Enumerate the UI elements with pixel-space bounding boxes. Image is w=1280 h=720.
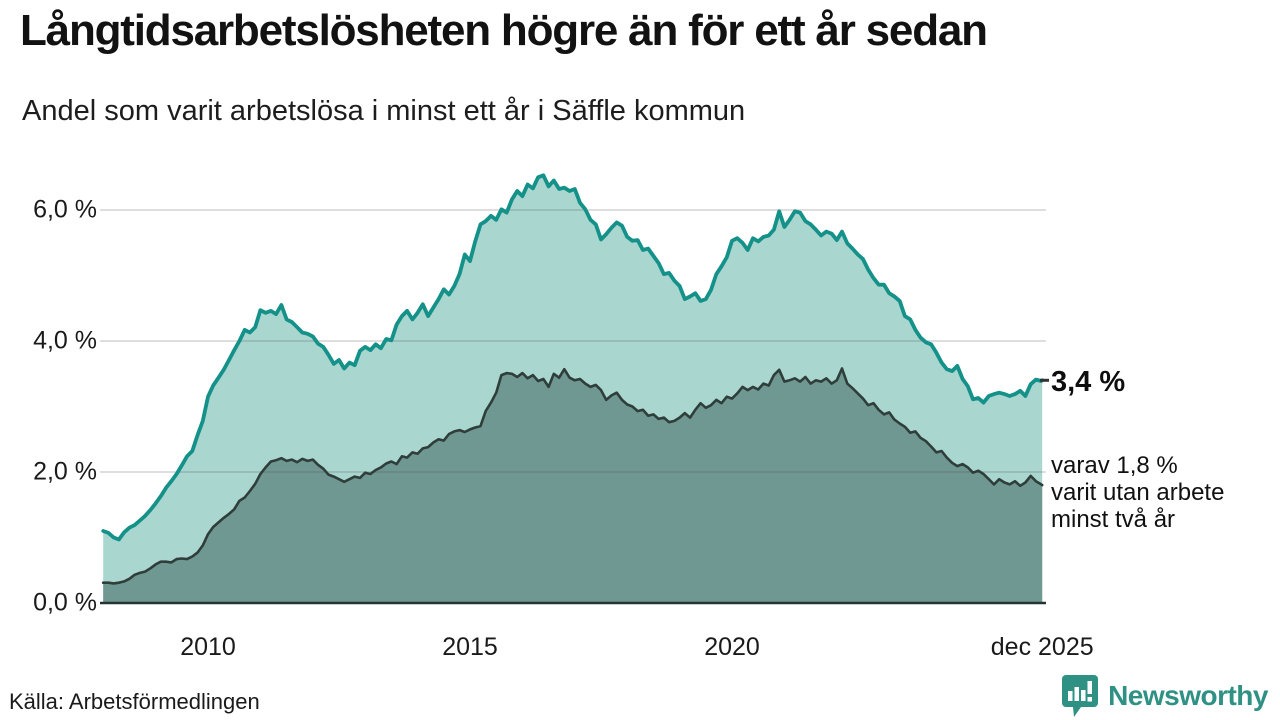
x-axis-label: dec 2025 [990, 633, 1094, 661]
y-axis-label: 4,0 % [33, 326, 97, 355]
end-note-line: varit utan arbete [1051, 479, 1225, 506]
x-axis-label: 2010 [180, 633, 236, 661]
end-note-line: varav 1,8 % [1051, 452, 1178, 479]
source-credit: Källa: Arbetsförmedlingen [9, 689, 260, 714]
newsworthy-logo-text: Newsworthy [1108, 680, 1268, 711]
chart-baseline [100, 378, 1049, 605]
end-value-label: 3,4 % [1051, 366, 1126, 398]
chart-gridlines [100, 209, 1046, 473]
x-axis-label: 2020 [704, 633, 760, 661]
newsworthy-logo: Newsworthy [1061, 674, 1268, 718]
newsworthy-logo-icon [1062, 675, 1099, 717]
chart-area-fills [103, 175, 1043, 604]
y-axis-label: 0,0 % [33, 588, 97, 617]
end-note-line: minst två år [1051, 506, 1176, 533]
chart-subtitle: Andel som varit arbetslösa i minst ett å… [22, 95, 746, 127]
chart-series-lines [101, 173, 1045, 585]
y-axis-label: 2,0 % [33, 457, 97, 486]
page-title: Långtidsarbetslösheten högre än för ett … [20, 6, 988, 55]
y-axis-label: 6,0 % [33, 195, 97, 224]
end-note-label: varav 1,8 % varit utan arbete minst två … [1051, 452, 1224, 533]
x-axis-label: 2015 [442, 633, 498, 661]
